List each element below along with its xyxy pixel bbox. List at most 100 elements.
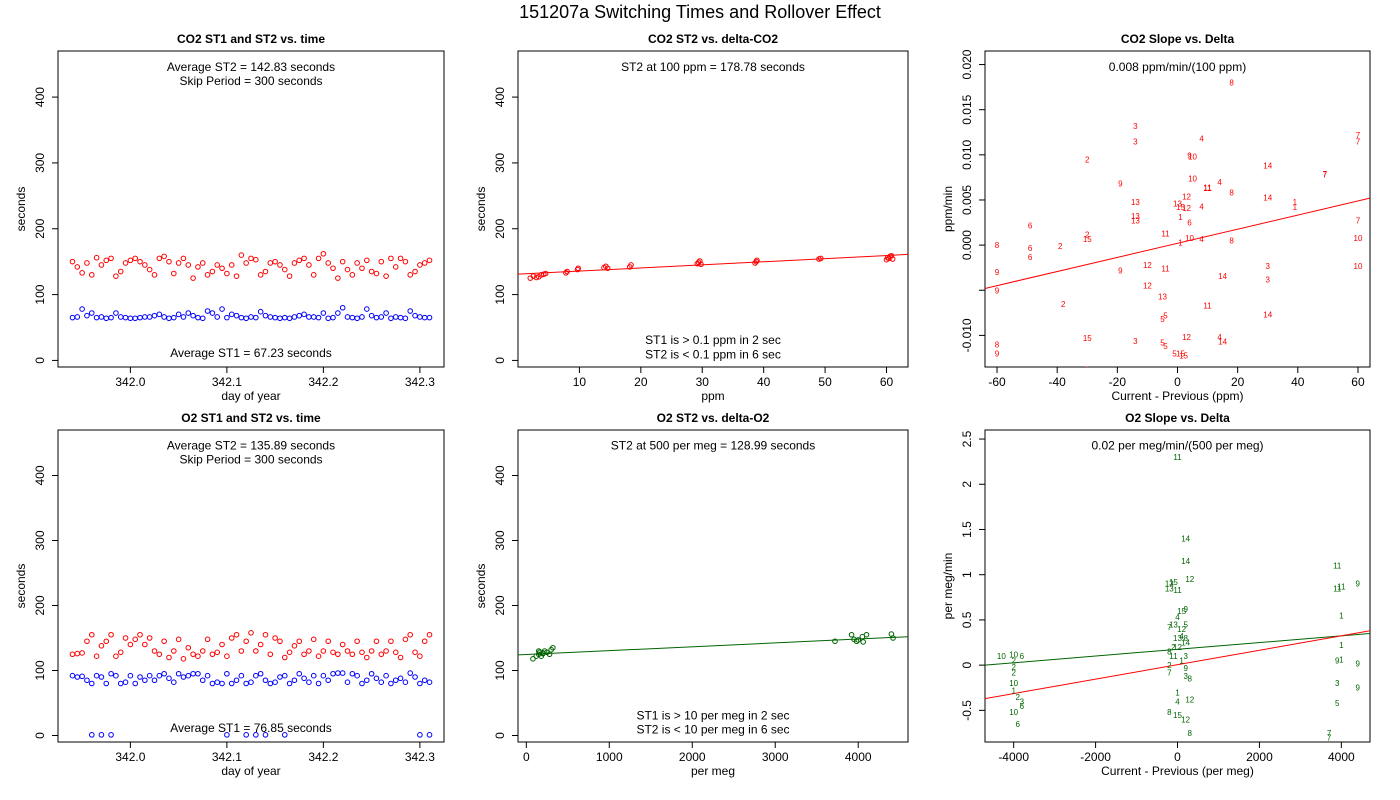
data-point-label: 8 [1229,189,1234,198]
data-point-label: 4 [1175,697,1180,706]
data-point-label: 2 [1011,657,1016,666]
data-point [575,265,581,272]
y-tick-label: 100 [493,660,507,680]
data-point [132,680,138,687]
data-point-label: 5 [1160,315,1165,324]
data-point [199,260,206,266]
data-point [325,638,332,645]
data-point [402,258,409,265]
data-point [262,677,269,684]
data-point [267,314,274,320]
data-point [180,656,187,662]
x-tick-label: -60 [988,375,1006,389]
data-point-label: 13 [1131,198,1140,207]
annotation: Average ST2 = 135.89 seconds [167,439,335,453]
y-tick-label: 400 [493,87,507,107]
data-point-label: 6 [1020,702,1025,711]
data-point [243,680,249,687]
data-point-label: 3 [1020,697,1025,706]
chart-co2-delta: CO2 ST2 vs. delta-CO2 10 20 30 40 50 60 0 100 200… [474,32,909,403]
chart-title: CO2 ST2 vs. delta-CO2 [648,32,778,46]
data-point [564,268,570,275]
data-point [354,638,360,645]
data-point-label: 3 [1266,262,1271,271]
data-point [426,631,433,638]
data-point [286,273,293,279]
data-point [426,314,433,321]
data-point [219,680,225,687]
data-point [272,314,278,321]
data-point-label: 1 [1179,657,1184,666]
data-point [754,257,760,264]
data-point [233,631,240,638]
data-point [402,636,409,643]
data-point-label: 7 [1356,217,1361,226]
data-point-label: 8 [1229,79,1234,88]
data-point [604,265,611,272]
data-point [238,314,245,321]
data-point [272,258,278,265]
data-point-label: 12 [1143,282,1152,291]
data-point-label: 8 [1167,648,1172,657]
data-point-label: 12 [1182,333,1191,342]
y-axis-label: ppm/min [941,186,955,232]
data-point [243,315,249,322]
data-layer [69,630,433,738]
data-point [848,631,855,638]
data-point [84,638,90,645]
data-point-label: 11 [1173,586,1182,595]
data-point [233,312,240,319]
x-axis-label: per meg [691,764,735,778]
data-point-label: 5 [1183,620,1188,629]
data-point-label: 7 [1356,131,1361,140]
x-tick-label: 0 [1174,375,1181,389]
data-point-label: 13 [1158,293,1167,302]
data-point-label: 15 [1169,578,1178,587]
data-point [98,262,105,268]
x-tick-label: 40 [1291,375,1305,389]
data-point [407,272,414,278]
data-point [397,675,404,682]
data-point [397,314,404,321]
data-point [262,268,269,275]
x-tick-label: 10 [573,375,587,389]
data-point-label: 1 [1175,688,1180,697]
data-point [137,631,143,638]
data-point [281,266,288,273]
data-point-label: 2 [1085,366,1090,375]
data-point [888,252,895,259]
data-point [281,654,288,661]
data-point [209,680,216,687]
data-point [199,315,206,322]
data-point-label: 10 [1185,234,1194,243]
data-point [166,258,172,265]
data-point [108,732,114,738]
data-point [117,268,124,275]
data-point-label: 2 [1058,242,1063,251]
data-layer [518,252,908,281]
data-point [402,679,409,686]
data-point-label: 14 [1263,162,1272,171]
data-point [228,680,235,687]
x-tick-label: -4000 [998,750,1029,764]
data-point [69,651,76,658]
data-point [195,314,201,321]
y-axis-label: per meg/min [941,553,955,620]
x-tick-label: 4000 [845,750,872,764]
data-point-label: 11 [1203,302,1212,311]
data-point-label: 15 [1176,203,1185,212]
data-point [378,314,385,320]
data-point [88,272,95,278]
data-point [392,264,399,270]
data-point-label: 9 [1118,180,1123,189]
main-title: 151207a Switching Times and Rollover Eff… [519,2,881,22]
data-point [224,314,230,321]
x-tick-label: 342.2 [308,375,338,389]
annotation: ST2 at 100 ppm = 178.78 seconds [621,60,805,74]
data-point [301,255,307,262]
data-point [108,255,114,262]
data-point [103,315,110,322]
fit-line [985,197,1370,289]
data-point [315,255,322,262]
data-point [291,260,298,266]
